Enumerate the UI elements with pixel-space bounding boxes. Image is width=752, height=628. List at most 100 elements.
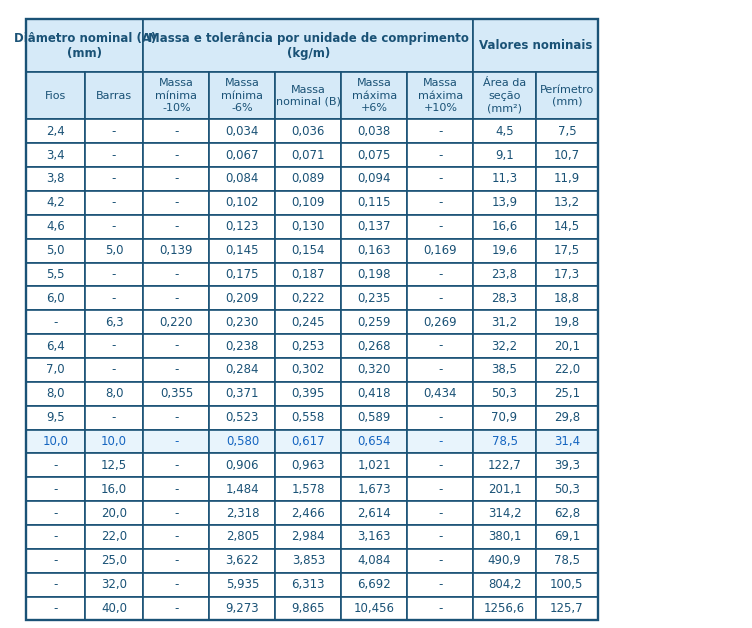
- Text: 11,3: 11,3: [492, 173, 517, 185]
- Text: -: -: [438, 602, 442, 615]
- Bar: [473, 19, 598, 72]
- Bar: [85, 453, 144, 477]
- Bar: [26, 334, 85, 358]
- Bar: [535, 310, 598, 334]
- Bar: [275, 310, 341, 334]
- Text: -: -: [174, 340, 178, 352]
- Bar: [535, 167, 598, 191]
- Text: 1,673: 1,673: [357, 483, 391, 495]
- Bar: [85, 72, 144, 119]
- Text: -: -: [438, 197, 442, 209]
- Text: 10,0: 10,0: [42, 435, 68, 448]
- Text: 3,163: 3,163: [358, 531, 391, 543]
- Text: -: -: [174, 173, 178, 185]
- Text: 5,0: 5,0: [46, 244, 65, 257]
- Text: 17,3: 17,3: [553, 268, 580, 281]
- Text: 0,235: 0,235: [358, 292, 391, 305]
- Text: Diâmetro nominal (A)
(mm): Diâmetro nominal (A) (mm): [14, 31, 156, 60]
- Bar: [473, 358, 535, 382]
- Bar: [408, 239, 473, 263]
- Text: 0,198: 0,198: [358, 268, 391, 281]
- Bar: [341, 549, 408, 573]
- Bar: [341, 191, 408, 215]
- Text: Perímetro
(mm): Perímetro (mm): [540, 85, 594, 107]
- Bar: [209, 573, 275, 597]
- Text: 38,5: 38,5: [492, 364, 517, 376]
- Text: 14,5: 14,5: [553, 220, 580, 233]
- Text: 23,8: 23,8: [492, 268, 517, 281]
- Text: 31,4: 31,4: [553, 435, 580, 448]
- Text: -: -: [53, 316, 58, 328]
- Text: 2,614: 2,614: [357, 507, 391, 519]
- Bar: [473, 263, 535, 286]
- Bar: [341, 215, 408, 239]
- Bar: [275, 501, 341, 525]
- Bar: [473, 430, 535, 453]
- Text: 0,269: 0,269: [423, 316, 457, 328]
- Bar: [26, 239, 85, 263]
- Text: Massa
mínima
-6%: Massa mínima -6%: [221, 78, 263, 113]
- Bar: [209, 477, 275, 501]
- Bar: [535, 286, 598, 310]
- Bar: [26, 406, 85, 430]
- Text: 12,5: 12,5: [101, 459, 127, 472]
- Text: 0,071: 0,071: [292, 149, 325, 161]
- Text: -: -: [438, 483, 442, 495]
- Bar: [473, 239, 535, 263]
- Bar: [275, 215, 341, 239]
- Bar: [473, 406, 535, 430]
- Bar: [473, 573, 535, 597]
- Text: 0,089: 0,089: [292, 173, 325, 185]
- Bar: [473, 597, 535, 620]
- Bar: [275, 334, 341, 358]
- Bar: [26, 501, 85, 525]
- Text: -: -: [174, 292, 178, 305]
- Text: 0,245: 0,245: [292, 316, 325, 328]
- Bar: [144, 191, 209, 215]
- Bar: [275, 597, 341, 620]
- Text: 4,084: 4,084: [358, 555, 391, 567]
- Text: -: -: [53, 555, 58, 567]
- Text: 5,935: 5,935: [226, 578, 259, 591]
- Text: 125,7: 125,7: [550, 602, 584, 615]
- Bar: [275, 573, 341, 597]
- Bar: [341, 358, 408, 382]
- Text: 1,021: 1,021: [357, 459, 391, 472]
- Text: -: -: [438, 507, 442, 519]
- Bar: [535, 501, 598, 525]
- Text: 9,865: 9,865: [292, 602, 325, 615]
- Bar: [408, 310, 473, 334]
- Bar: [209, 453, 275, 477]
- Text: 70,9: 70,9: [492, 411, 517, 424]
- Text: 0,115: 0,115: [358, 197, 391, 209]
- Bar: [26, 19, 144, 72]
- Text: 3,622: 3,622: [226, 555, 259, 567]
- Bar: [408, 334, 473, 358]
- Text: 2,805: 2,805: [226, 531, 259, 543]
- Text: 16,0: 16,0: [101, 483, 127, 495]
- Bar: [144, 501, 209, 525]
- Text: 16,6: 16,6: [491, 220, 517, 233]
- Bar: [209, 549, 275, 573]
- Bar: [275, 549, 341, 573]
- Text: Massa
mínima
-10%: Massa mínima -10%: [156, 78, 197, 113]
- Text: 13,2: 13,2: [553, 197, 580, 209]
- Text: 0,109: 0,109: [292, 197, 325, 209]
- Text: 0,187: 0,187: [292, 268, 325, 281]
- Bar: [341, 167, 408, 191]
- Bar: [341, 525, 408, 549]
- Bar: [85, 477, 144, 501]
- Text: 22,0: 22,0: [553, 364, 580, 376]
- Text: -: -: [174, 220, 178, 233]
- Text: -: -: [53, 531, 58, 543]
- Bar: [408, 406, 473, 430]
- Text: 0,558: 0,558: [292, 411, 325, 424]
- Text: 1,484: 1,484: [226, 483, 259, 495]
- Text: 19,6: 19,6: [491, 244, 517, 257]
- Bar: [144, 143, 209, 167]
- Bar: [535, 525, 598, 549]
- Text: -: -: [174, 197, 178, 209]
- Bar: [26, 19, 598, 620]
- Bar: [275, 167, 341, 191]
- Text: 78,5: 78,5: [554, 555, 580, 567]
